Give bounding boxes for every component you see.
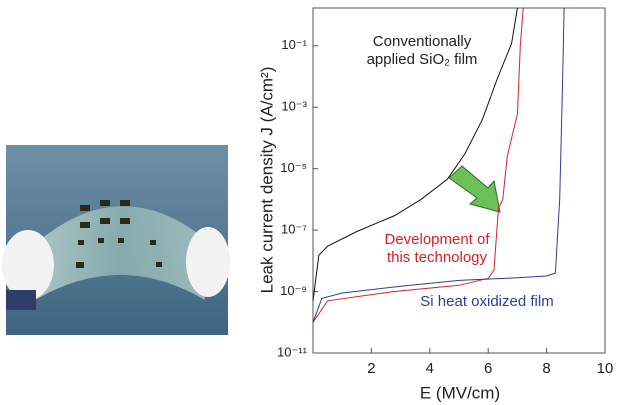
x-axis-label: E (MV/cm) [420, 383, 500, 402]
annotation: Development of [384, 231, 490, 248]
x-tick-label: 8 [542, 360, 550, 377]
annotation: this technology [387, 249, 488, 266]
x-tick-label: 4 [426, 360, 434, 377]
photo [2, 145, 230, 335]
annotation: Si heat oxidized film [420, 293, 553, 310]
y-axis-label: Leak current density J (A/cm²) [257, 67, 276, 294]
annotation: applied SiO₂ film [367, 51, 478, 68]
x-tick-label: 2 [367, 360, 375, 377]
figure: Leak current density J (A/cm²) E (MV/cm)… [0, 0, 624, 405]
arrow [449, 166, 500, 212]
y-tick-label: 10⁻⁵ [280, 160, 307, 175]
y-tick-label: 10⁻¹¹ [277, 344, 308, 359]
x-tick-label: 6 [484, 360, 492, 377]
x-tick-label: 10 [597, 360, 614, 377]
y-tick-label: 10⁻⁷ [281, 222, 307, 237]
annotation: Conventionally [373, 33, 472, 50]
y-tick-label: 10⁻¹ [281, 37, 307, 52]
y-tick-label: 10⁻³ [281, 99, 307, 114]
y-tick-label: 10⁻⁹ [280, 283, 307, 298]
